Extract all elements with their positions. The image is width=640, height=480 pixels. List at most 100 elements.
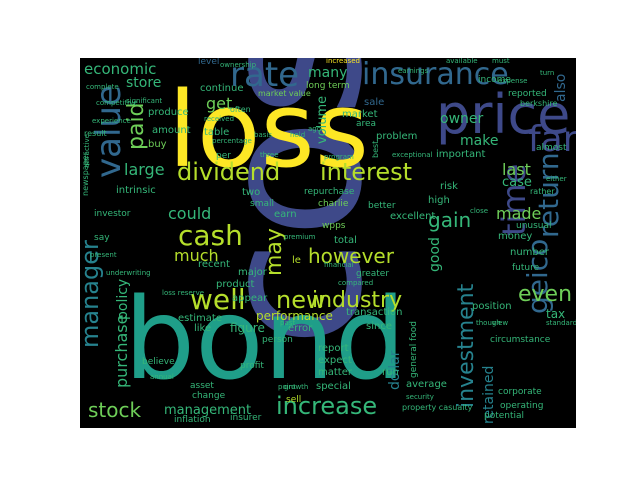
word-performance: performance [256,309,333,323]
word-asset: asset [190,381,214,391]
word-market-value: market value [258,89,311,98]
word-compared: compared [338,279,374,287]
word-intrinsic: intrinsic [116,185,156,196]
word-competitive: competitive [96,99,138,107]
word-say: say [94,233,110,243]
word-available: available [446,58,478,65]
word-ago: ago [308,125,322,133]
word-wpps: wpps [322,221,346,231]
word-though: though [476,319,501,327]
word-tax: tax [546,307,566,321]
word-held: held [290,131,306,139]
word-le: le [292,255,301,266]
word-industry: industry [312,288,403,313]
word-also: also [553,73,569,102]
word-price: price [436,83,571,146]
word-figure: figure [230,321,265,335]
word-many: many [308,65,348,81]
word-financial: financial [324,261,354,269]
word-earnings: earnings [398,67,429,75]
word-present: present [90,251,117,259]
word-risk: risk [440,181,458,192]
word-stock: stock [88,398,142,422]
word-result: result [84,129,107,138]
word-insurance: insurance [362,58,509,92]
word-money: money [498,231,533,242]
word-complete: complete [86,83,119,91]
word-make: make [460,133,499,149]
word-cash: cash [178,219,243,252]
word-operating: operating [500,401,544,411]
word-management: management [164,403,252,418]
word-view: view [492,319,509,327]
word-number: number [510,247,550,258]
word-much: much [174,246,219,265]
word-get: get [206,94,233,113]
word-greater: greater [356,269,390,279]
word-must: must [492,58,510,65]
word-total: total [334,235,357,246]
word-far: far [528,119,576,160]
word-table: table [204,127,230,138]
word-increased: increased [326,58,360,65]
word-cloud: cost bond loss price insurance rate valu… [80,58,576,428]
word-expense: expense [498,77,528,85]
word-gain: gain [428,208,472,232]
word-annual: annual [150,373,174,381]
word-estimate: estimate [178,313,223,324]
word-product: product [216,279,255,290]
word-excellent: excellent [390,211,436,222]
word-charlie: charlie [318,199,349,209]
word-close: close [470,207,489,215]
word-matter: matter [318,367,352,378]
word-level: level [198,58,220,67]
word-income: income [478,75,511,85]
word-important: important [436,149,486,160]
word-unusual: unusual [516,221,552,231]
word-interest: interest [320,158,413,186]
word-person: person [262,335,293,345]
word-even: even [518,282,573,307]
word-small: small [250,199,274,209]
word-per: per [216,151,231,161]
word-good: good [427,237,443,272]
word-experience: experience [92,117,131,125]
word-problem: problem [376,131,418,142]
word-appear: appear [232,293,268,304]
word-rate: rate [230,58,300,95]
word-recent: recent [198,259,230,270]
word-large: large [124,160,165,179]
word-buy: buy [148,139,167,150]
word-repurchase: repurchase [304,187,355,197]
word-profit: profit [240,361,264,371]
word-long-term: long term [306,81,350,91]
word-often: often [230,105,251,114]
word-past: past [280,319,296,327]
word-case: case [502,175,532,190]
word-loss: loss [168,69,369,191]
word-program: program [324,153,354,161]
word-owner: owner [440,111,484,127]
word-sell: sell [286,395,302,405]
word-rather: rather [530,187,555,196]
word-store: store [126,75,162,91]
word-transaction: transaction [346,307,403,318]
word-position: position [472,301,512,312]
word-significant: significant [126,97,163,105]
word-ownership: ownership [220,61,257,69]
word-continue: continue [200,83,244,94]
word-general-food: general food [409,321,419,378]
word-high: high [428,195,450,206]
word-almost: almost [536,143,567,153]
word-point: point [278,383,296,391]
word-exceptional: exceptional [392,151,433,159]
word-last: last [502,160,531,179]
word-may: may [262,228,287,276]
word-special: special [316,381,351,392]
word-better: better [368,201,396,211]
word-growth: growth [284,383,309,391]
word-error: error [288,323,313,334]
word-two: two [242,187,261,198]
word-circumstance: circumstance [490,335,551,345]
word-major: major [238,267,267,278]
